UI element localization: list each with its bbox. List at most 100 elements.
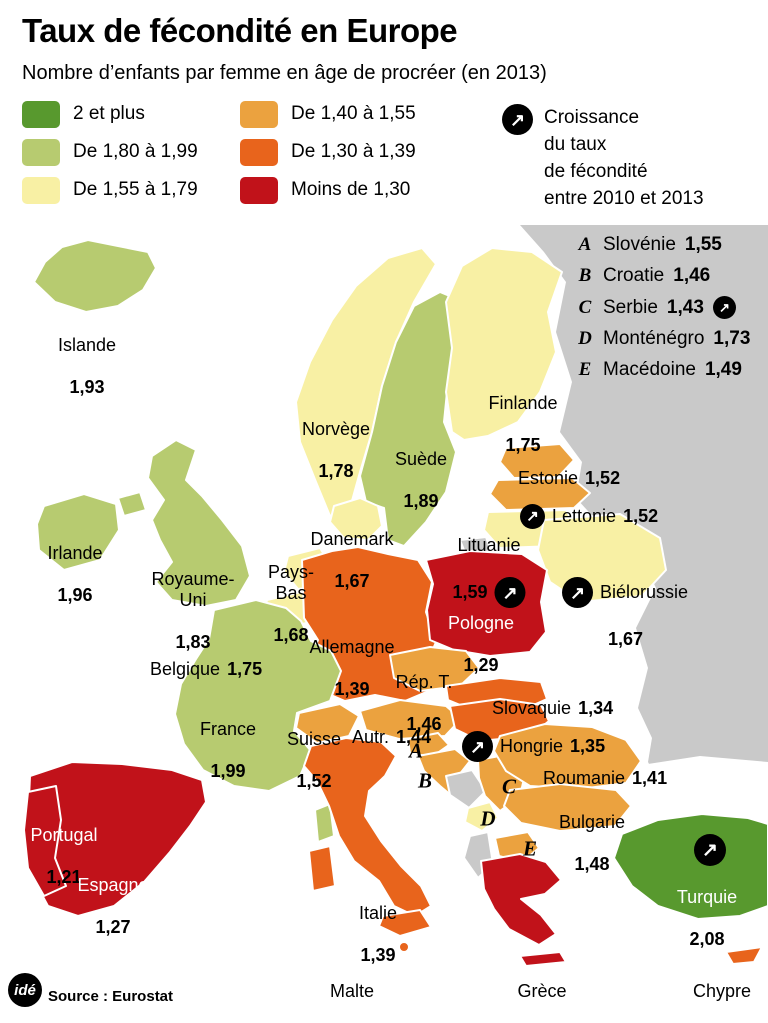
country-value: 2,08 [689,929,725,949]
country-name: Chypre [692,981,752,1001]
europe-map [0,225,768,1023]
country-name: Rép. T. [395,672,453,692]
country-value: 1,52 [623,506,659,526]
country-value: 1,75 [505,435,541,455]
country-estonia [499,443,575,479]
map-label-germany: Allemagne 1,39 [309,616,394,721]
country-denmark [329,497,383,541]
country-name: Islande [57,335,117,355]
map-label-switzerland: Suisse 1,52 [287,708,341,813]
balkan-name: Slovénie [603,234,676,255]
country-value: 1,78 [318,461,354,481]
country-name: Lituanie [457,535,521,555]
balkan-row: D Monténégro 1,73 [576,328,750,350]
country-name: Irlande [47,543,103,563]
map-label-hungary: ↗ Hongrie 1,35 [462,710,605,783]
map-label-latvia: ↗ Lettonie 1,52 [520,483,658,550]
country-name: Slovaquie [492,698,572,718]
country-name: Suède [394,449,448,469]
legend-growth-note: Croissance du taux de fécondité entre 20… [544,107,704,209]
country-ireland [36,493,120,571]
country-united-kingdom [147,439,251,607]
legend-swatch-green [22,100,60,128]
growth-arrow-icon: ↗ [562,577,593,608]
country-name: Suisse [286,729,342,749]
country-portugal [23,785,67,897]
balkan-value: 1,73 [713,328,751,349]
country-value: 1,39 [334,679,370,699]
map-label-slovakia: Slovaquie 1,34 [492,677,613,740]
legend-swatch-yellow [22,176,60,204]
map-label-spain: Espagne 1,27 [77,854,148,959]
map-label-sweden: Suède 1,89 [395,428,447,533]
balkan-value: 1,49 [704,359,742,380]
map-label-belgium: Belgique 1,75 [150,638,262,701]
country-latvia [489,477,591,511]
map-label-cyprus: Chypre 1,30 [693,960,751,1023]
balkan-value: 1,43 [666,296,704,318]
country-sweden [359,291,465,547]
legend-swatch-darkorange [240,138,278,166]
country-macedonia [494,831,540,863]
legend-label: De 1,55 à 1,79 [73,179,198,200]
island-sardinia [308,845,336,892]
growth-arrow-icon: ↗ [694,834,726,866]
legend-swatch-red [240,176,278,204]
country-switzerland [295,703,360,744]
country-greece [480,853,562,946]
balkan-letter: D [578,328,592,349]
island-crete [519,951,567,967]
map-label-estonia: Estonie 1,52 [518,447,620,510]
legend-column-2: De 1,40 à 1,55 De 1,30 à 1,39 Moins de 1… [240,100,416,204]
legend-item: 2 et plus [22,100,198,128]
map-label-austria: Autr. 1,44 [352,706,431,769]
country-value: 1,34 [578,698,614,718]
balkan-name: Croatie [603,265,665,286]
country-value: 1,68 [273,625,309,645]
map-label-bulgaria: Bulgarie 1,48 [559,791,625,896]
balkan-row: A Slovénie 1,55 [576,234,750,256]
legend-label: 2 et plus [73,103,145,124]
country-name: Autr. [352,727,390,747]
map-label-netherlands: Pays- Bas 1,68 [268,541,314,667]
ide-logo: idé [8,973,42,1007]
country-value: 1,67 [608,629,644,649]
balkan-letter: B [578,265,592,286]
country-name: Italie [358,903,398,923]
map-label-belarus: ↗ Biélorussie 1,67 [562,556,688,671]
legend-item: De 1,55 à 1,79 [22,176,198,204]
country-name: Espagne [77,875,149,895]
country-iceland [33,239,157,313]
island-sicily [378,909,432,937]
country-value: 1,48 [574,854,610,874]
country-value: 1,52 [296,771,332,791]
country-name: Turquie [676,887,738,907]
legend-swatch-orange [240,100,278,128]
country-bulgaria [503,783,632,832]
island-corsica [314,803,335,843]
map-label-turkey: Turquie 2,08 [677,866,737,971]
country-name: Pays- Bas [267,562,315,603]
region-bosnia [445,769,487,809]
balkan-name: Macédoine [603,359,696,380]
legend-growth: ↗ Croissance du taux de fécondité entre … [502,104,704,212]
map-letter-b: B [417,768,433,793]
balkan-row: B Croatie 1,46 [576,265,750,287]
map-letter-a: A [408,738,424,763]
country-cyprus [725,946,763,965]
legend-item: De 1,30 à 1,39 [240,138,416,166]
map-label-poland: Pologne 1,29 [448,592,514,697]
country-value: 1,89 [403,491,439,511]
country-value: 1,41 [632,768,668,788]
legend-item: De 1,80 à 1,99 [22,138,198,166]
balkan-value: 1,55 [684,234,722,255]
legend-item: De 1,40 à 1,55 [240,100,416,128]
country-name: Malte [329,981,375,1001]
growth-arrow-icon: ↗ [520,504,545,529]
country-value: 1,44 [396,727,432,747]
country-malta [398,941,410,953]
map-label-united-kingdom: Royaume- Uni 1,83 [151,548,234,674]
map-label-italy: Italie 1,39 [359,882,397,987]
map-label-romania: Roumanie 1,41 [543,747,667,810]
map-label-norway: Norvège 1,78 [302,398,370,503]
